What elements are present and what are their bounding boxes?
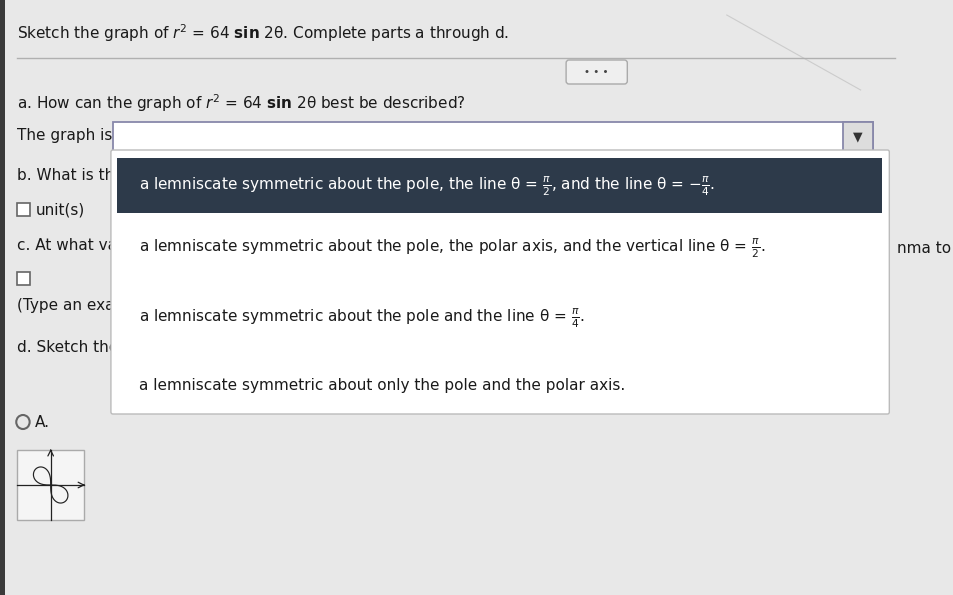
Text: b. What is the: b. What is the — [17, 168, 124, 183]
Text: a lemniscate symmetric about only the pole and the polar axis.: a lemniscate symmetric about only the po… — [138, 377, 624, 393]
Bar — [116, 158, 881, 213]
Bar — [112, 122, 872, 152]
Text: ↓: ↓ — [230, 216, 245, 234]
Bar — [17, 203, 30, 216]
Text: unit(s): unit(s) — [35, 202, 85, 218]
FancyBboxPatch shape — [565, 60, 627, 84]
Text: d. Sketch the: d. Sketch the — [17, 340, 118, 355]
Text: ▼: ▼ — [852, 130, 862, 143]
Text: a lemniscate symmetric about the pole, the line θ = $\frac{π}{2}$, and the line : a lemniscate symmetric about the pole, t… — [138, 174, 714, 198]
Bar — [0, 0, 5, 595]
Bar — [17, 272, 30, 285]
Text: a lemniscate symmetric about the pole, the polar axis, and the vertical line θ =: a lemniscate symmetric about the pole, t… — [138, 236, 764, 260]
Text: a. How can the graph of $r^2$ = 64 $\mathbf{sin}$ 2θ best be described?: a. How can the graph of $r^2$ = 64 $\mat… — [17, 92, 465, 114]
Bar — [17, 450, 84, 520]
Text: • • •: • • • — [584, 67, 608, 77]
Text: a lemniscate symmetric about the pole and the line θ = $\frac{π}{4}$.: a lemniscate symmetric about the pole an… — [138, 306, 584, 330]
Text: A.: A. — [34, 415, 50, 430]
Text: The graph is: The graph is — [17, 128, 112, 143]
Text: nma to: nma to — [896, 240, 950, 255]
Text: (Type an exac: (Type an exac — [17, 298, 123, 313]
Text: Sketch the graph of $r^2$ = 64 $\mathbf{sin}$ 2θ. Complete parts a through d.: Sketch the graph of $r^2$ = 64 $\mathbf{… — [17, 22, 509, 43]
Bar — [842, 122, 872, 152]
FancyBboxPatch shape — [111, 150, 888, 414]
Text: c. At what val: c. At what val — [17, 238, 121, 253]
